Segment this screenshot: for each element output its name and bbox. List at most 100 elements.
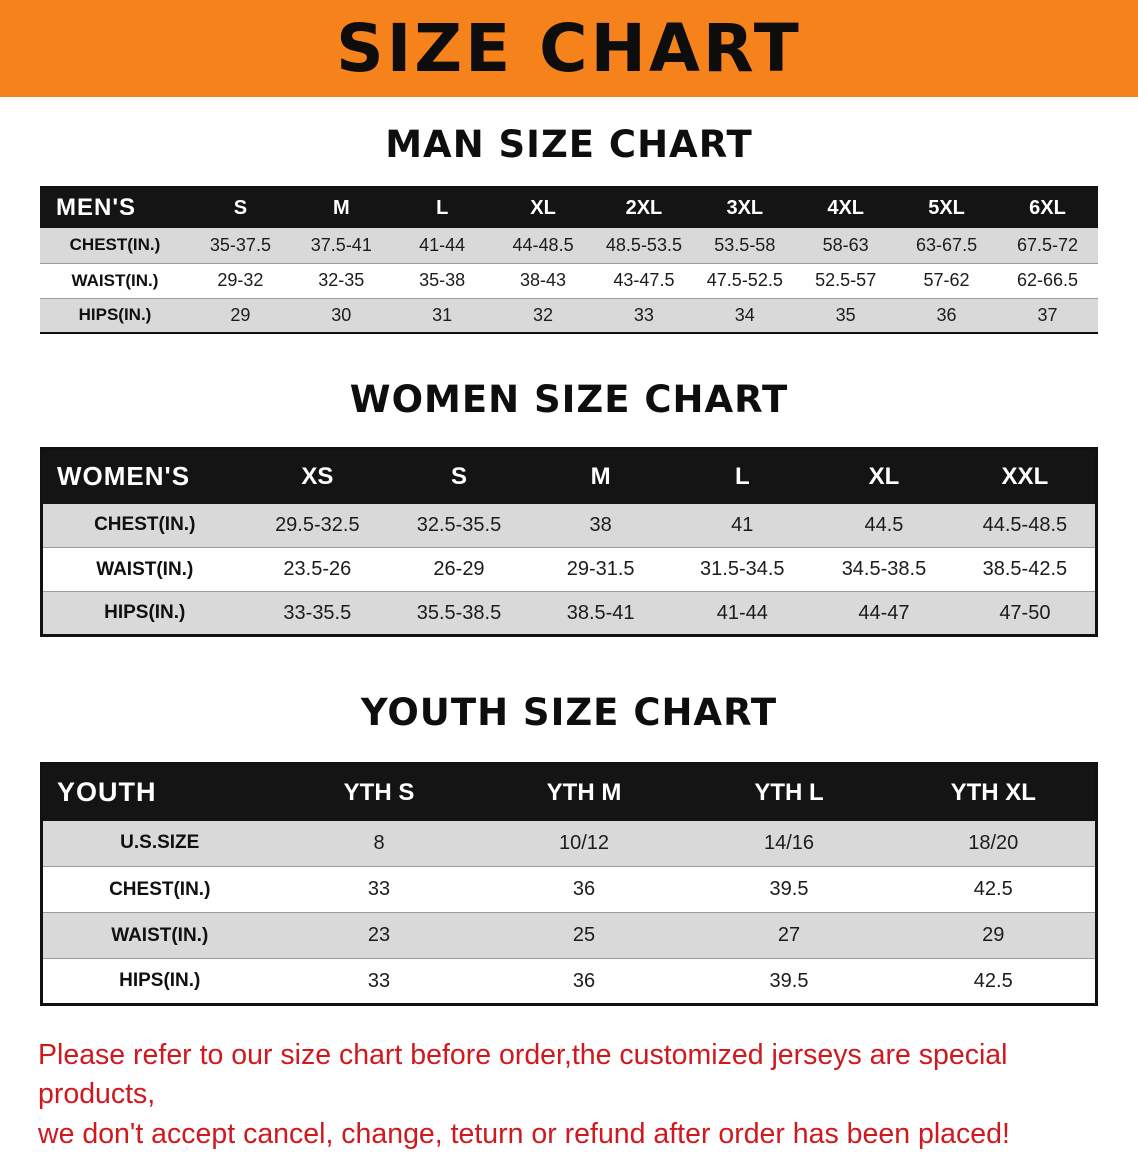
size-header-cell: 5XL <box>896 187 997 228</box>
measurement-row: HIPS(IN.) 29 30 31 32 33 34 35 36 37 <box>40 298 1098 334</box>
value-cell: 44.5-48.5 <box>954 503 1097 548</box>
measurement-row: WAIST(IN.) 23 25 27 29 <box>41 912 1097 959</box>
size-header-cell: YTH S <box>276 763 482 821</box>
value-cell: 42.5 <box>891 958 1097 1005</box>
size-header-cell: YTH M <box>481 763 687 821</box>
value-cell: 33 <box>593 298 695 334</box>
table-header-row: WOMEN'S XS S M L XL XXL <box>41 448 1097 504</box>
size-header-cell: L <box>391 187 493 228</box>
measurement-row: CHEST(IN.) 35-37.5 37.5-41 41-44 44-48.5 48.5… <box>40 228 1098 264</box>
value-cell: 39.5 <box>686 958 892 1005</box>
women-size-section: WOMEN SIZE CHART WOMEN'S XS S M L XL XXL CHEST(… <box>0 378 1138 637</box>
value-cell: 44-48.5 <box>492 228 594 264</box>
value-cell: 29-31.5 <box>529 547 672 592</box>
value-cell: 33-35.5 <box>246 591 389 636</box>
measurement-row: CHEST(IN.) 29.5-32.5 32.5-35.5 38 41 44.5 44.5… <box>41 503 1097 548</box>
value-cell: 29 <box>891 912 1097 959</box>
value-cell: 41-44 <box>671 591 814 636</box>
value-cell: 29.5-32.5 <box>246 503 389 548</box>
row-label-cell: CHEST(IN.) <box>41 503 247 548</box>
value-cell: 35-38 <box>391 263 493 299</box>
value-cell: 23.5-26 <box>246 547 389 592</box>
value-cell: 44.5 <box>813 503 955 548</box>
value-cell: 32 <box>492 298 594 334</box>
value-cell: 10/12 <box>481 820 687 867</box>
value-cell: 35.5-38.5 <box>388 591 530 636</box>
table-title-cell: WOMEN'S <box>41 448 247 504</box>
measurement-row: CHEST(IN.) 33 36 39.5 42.5 <box>41 866 1097 913</box>
row-label-cell: WAIST(IN.) <box>40 263 190 299</box>
value-cell: 41-44 <box>391 228 493 264</box>
value-cell: 25 <box>481 912 687 959</box>
value-cell: 52.5-57 <box>795 263 897 299</box>
value-cell: 34.5-38.5 <box>813 547 955 592</box>
row-label-cell: CHEST(IN.) <box>41 866 277 913</box>
size-header-cell: M <box>290 187 392 228</box>
value-cell: 38-43 <box>492 263 594 299</box>
value-cell: 8 <box>276 820 482 867</box>
youth-section-heading: YOUTH SIZE CHART <box>360 691 778 734</box>
value-cell: 29 <box>190 298 291 334</box>
value-cell: 44-47 <box>813 591 955 636</box>
value-cell: 29-32 <box>190 263 291 299</box>
size-header-cell: XL <box>813 448 955 504</box>
value-cell: 26-29 <box>388 547 530 592</box>
value-cell: 36 <box>481 866 687 913</box>
men-section-heading: MAN SIZE CHART <box>385 123 753 166</box>
value-cell: 32.5-35.5 <box>388 503 530 548</box>
value-cell: 53.5-58 <box>694 228 796 264</box>
value-cell: 39.5 <box>686 866 892 913</box>
men-size-table: MEN'S S M L XL 2XL 3XL 4XL 5XL 6XL CHEST(IN.) 35-37… <box>40 186 1098 334</box>
value-cell: 36 <box>481 958 687 1005</box>
row-label-cell: HIPS(IN.) <box>40 298 190 334</box>
value-cell: 67.5-72 <box>997 228 1098 264</box>
table-title-cell: YOUTH <box>41 763 277 821</box>
disclaimer-line-2: we don't accept cancel, change, teturn o… <box>38 1117 1010 1150</box>
row-label-cell: U.S.SIZE <box>41 820 277 867</box>
measurement-row: WAIST(IN.) 23.5-26 26-29 29-31.5 31.5-34.5 34… <box>41 547 1097 592</box>
value-cell: 23 <box>276 912 482 959</box>
size-header-cell: S <box>190 187 291 228</box>
youth-size-section: YOUTH SIZE CHART YOUTH YTH S YTH M YTH L YTH… <box>0 691 1138 1006</box>
disclaimer-line-1: Please refer to our size chart before or… <box>38 1039 1008 1111</box>
size-header-cell: YTH XL <box>891 763 1097 821</box>
page-title: SIZE CHART <box>336 10 802 87</box>
row-label-cell: HIPS(IN.) <box>41 958 277 1005</box>
size-chart-banner: SIZE CHART <box>0 0 1138 97</box>
measurement-row: HIPS(IN.) 33 36 39.5 42.5 <box>41 958 1097 1005</box>
value-cell: 18/20 <box>891 820 1097 867</box>
size-header-cell: 2XL <box>593 187 695 228</box>
value-cell: 31 <box>391 298 493 334</box>
size-header-cell: YTH L <box>686 763 892 821</box>
value-cell: 38.5-41 <box>529 591 672 636</box>
row-label-cell: WAIST(IN.) <box>41 547 247 592</box>
value-cell: 43-47.5 <box>593 263 695 299</box>
value-cell: 35-37.5 <box>190 228 291 264</box>
value-cell: 37.5-41 <box>290 228 392 264</box>
value-cell: 47-50 <box>954 591 1097 636</box>
size-header-cell: XXL <box>954 448 1097 504</box>
size-header-cell: S <box>388 448 530 504</box>
value-cell: 34 <box>694 298 796 334</box>
size-header-cell: XL <box>492 187 594 228</box>
value-cell: 41 <box>671 503 814 548</box>
disclaimer: Please refer to our size chart before or… <box>38 1036 1100 1154</box>
value-cell: 42.5 <box>891 866 1097 913</box>
women-size-table: WOMEN'S XS S M L XL XXL CHEST(IN.) 29.5-32.5 32.5… <box>40 447 1098 637</box>
value-cell: 14/16 <box>686 820 892 867</box>
table-header-row: YOUTH YTH S YTH M YTH L YTH XL <box>41 763 1097 821</box>
value-cell: 37 <box>997 298 1098 334</box>
value-cell: 63-67.5 <box>896 228 997 264</box>
size-header-cell: 3XL <box>694 187 796 228</box>
value-cell: 36 <box>896 298 997 334</box>
row-label-cell: CHEST(IN.) <box>40 228 190 264</box>
row-label-cell: WAIST(IN.) <box>41 912 277 959</box>
table-header-row: MEN'S S M L XL 2XL 3XL 4XL 5XL 6XL <box>40 187 1098 228</box>
value-cell: 38.5-42.5 <box>954 547 1097 592</box>
value-cell: 38 <box>529 503 672 548</box>
row-label-cell: HIPS(IN.) <box>41 591 247 636</box>
measurement-row: WAIST(IN.) 29-32 32-35 35-38 38-43 43-47.5 47.… <box>40 263 1098 299</box>
value-cell: 57-62 <box>896 263 997 299</box>
value-cell: 27 <box>686 912 892 959</box>
size-header-cell: XS <box>246 448 389 504</box>
